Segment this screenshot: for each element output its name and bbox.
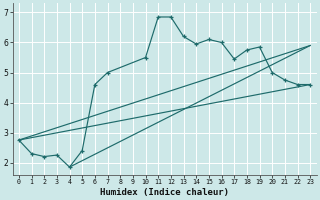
X-axis label: Humidex (Indice chaleur): Humidex (Indice chaleur) (100, 188, 229, 197)
